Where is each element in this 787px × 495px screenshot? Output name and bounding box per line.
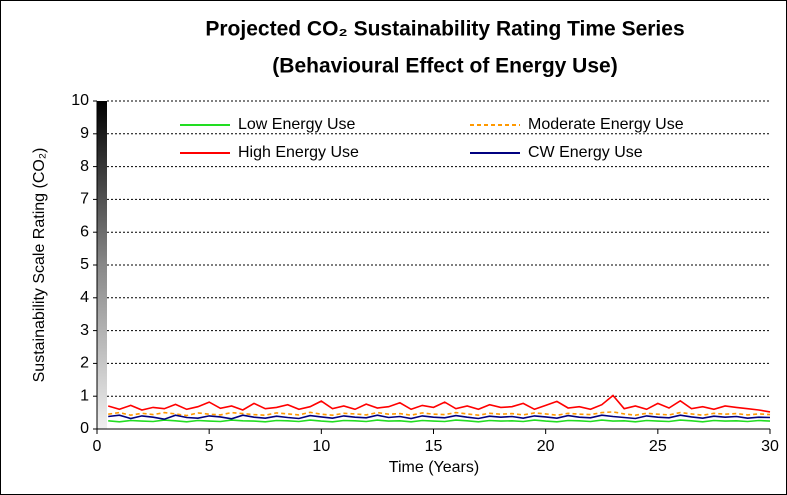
series-line bbox=[107, 394, 771, 413]
rating-band bbox=[97, 101, 107, 429]
legend-label: CW Energy Use bbox=[528, 144, 643, 161]
legend-label: Moderate Energy Use bbox=[528, 116, 684, 133]
series-line bbox=[108, 411, 771, 417]
legend-label: Low Energy Use bbox=[238, 116, 355, 133]
y-tick-label: 6 bbox=[80, 223, 89, 240]
x-tick-label: 25 bbox=[649, 438, 667, 455]
chart-title: Projected CO₂ Sustainability Rating Time… bbox=[205, 18, 684, 41]
x-tick-label: 15 bbox=[425, 438, 443, 455]
y-tick-label: 8 bbox=[80, 158, 89, 175]
y-tick-label: 5 bbox=[80, 256, 89, 273]
y-tick-label: 1 bbox=[80, 387, 89, 404]
y-tick-label: 4 bbox=[80, 289, 89, 306]
y-tick-label: 10 bbox=[71, 92, 89, 109]
x-tick-label: 10 bbox=[312, 438, 330, 455]
y-tick-label: 0 bbox=[80, 420, 89, 437]
series-line bbox=[108, 414, 771, 421]
y-tick-label: 7 bbox=[80, 191, 89, 208]
y-tick-label: 2 bbox=[80, 355, 89, 372]
y-axis-label: Sustainability Scale Rating (CO₂) bbox=[31, 148, 48, 383]
x-tick-label: 30 bbox=[761, 438, 779, 455]
y-tick-label: 9 bbox=[80, 125, 89, 142]
x-axis-label: Time (Years) bbox=[389, 459, 479, 476]
series-line bbox=[108, 419, 771, 423]
legend-label: High Energy Use bbox=[238, 144, 359, 161]
y-tick-label: 3 bbox=[80, 322, 89, 339]
x-tick-label: 5 bbox=[205, 438, 214, 455]
chart-subtitle: (Behavioural Effect of Energy Use) bbox=[272, 55, 617, 78]
x-tick-label: 0 bbox=[93, 438, 102, 455]
x-tick-label: 20 bbox=[537, 438, 555, 455]
